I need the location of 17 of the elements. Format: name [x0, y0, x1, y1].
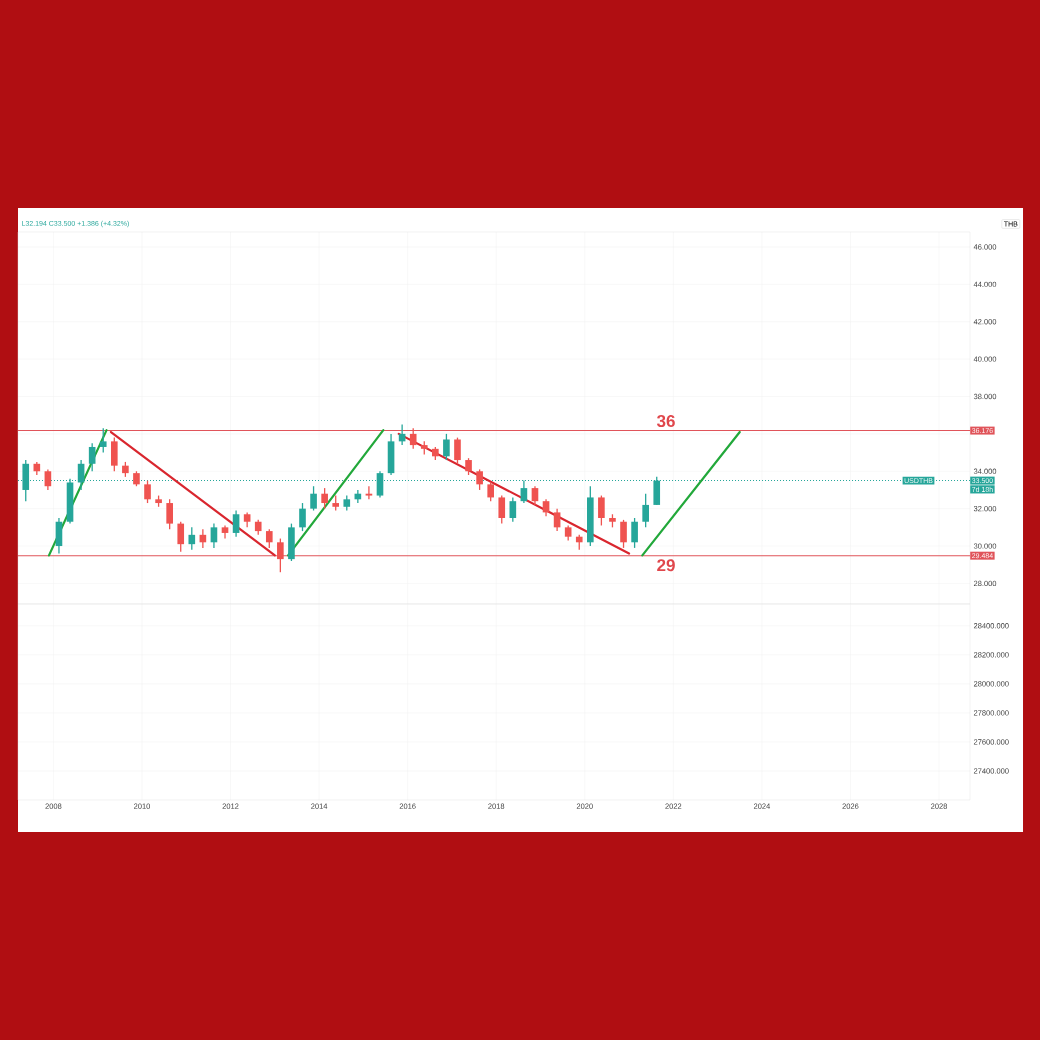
annotation: 36: [656, 414, 675, 428]
candlestick: [454, 436, 461, 465]
candlestick: [598, 494, 605, 527]
candlestick: [99, 427, 107, 454]
candlestick: [498, 494, 506, 525]
candlestick: [587, 485, 594, 547]
candlestick: [288, 522, 295, 562]
candlestick: [642, 493, 649, 528]
candlestick: [310, 485, 317, 512]
candlestick: [443, 433, 450, 461]
candlestick: [476, 468, 483, 491]
candlestick: [487, 481, 495, 502]
annotation: 29: [657, 559, 675, 572]
candlestick: [166, 498, 173, 530]
candlestick: [144, 479, 151, 504]
candlestick: [110, 436, 118, 472]
candlestick: [277, 537, 284, 573]
